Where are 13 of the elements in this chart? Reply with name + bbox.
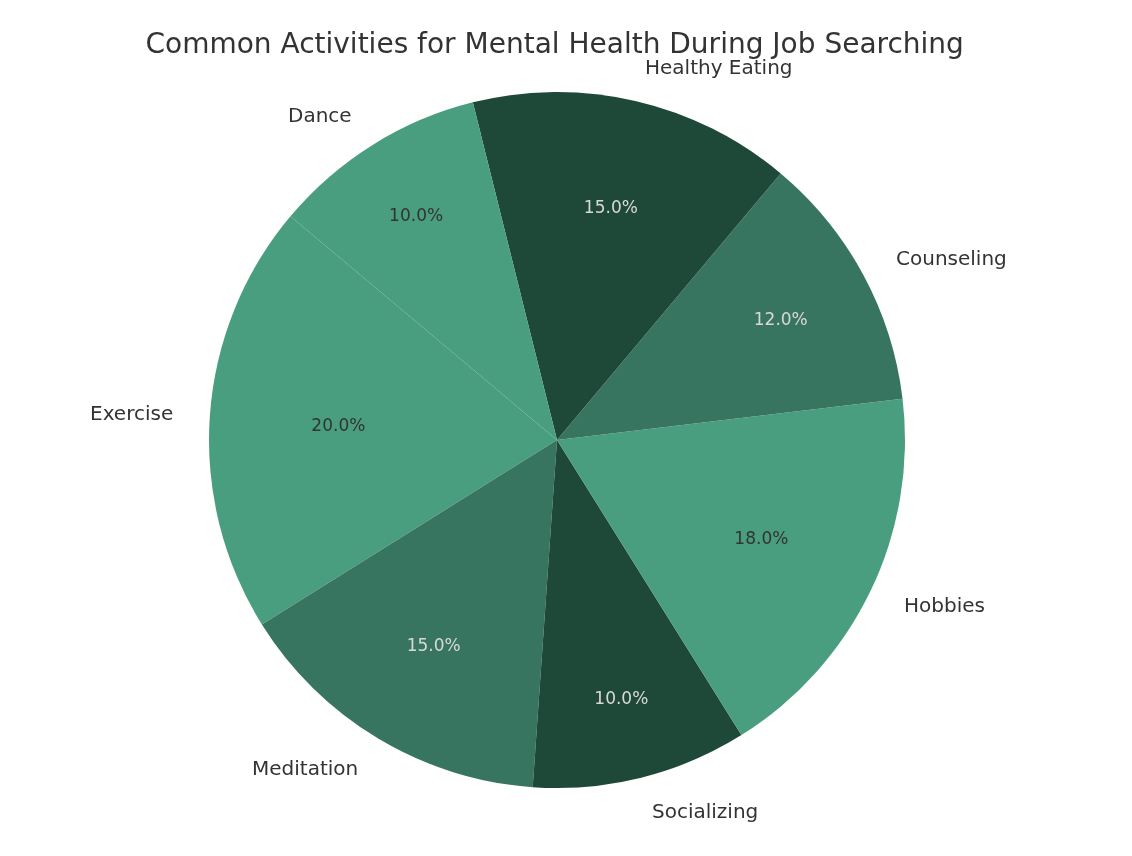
data-label: 15.0% [406,635,461,656]
slice-label: Meditation [252,756,359,780]
slice-label: Socializing [652,799,759,823]
data-label: 12.0% [753,309,808,330]
data-label: 18.0% [734,527,789,548]
data-label: 10.0% [389,204,444,225]
slice-label: Hobbies [904,593,985,617]
data-label: 15.0% [583,196,638,217]
slice-label: Dance [288,103,352,127]
slice-label: Counseling [896,246,1007,270]
data-label: 20.0% [311,414,366,435]
slice-label: Exercise [90,401,174,425]
data-label: 10.0% [594,687,649,708]
